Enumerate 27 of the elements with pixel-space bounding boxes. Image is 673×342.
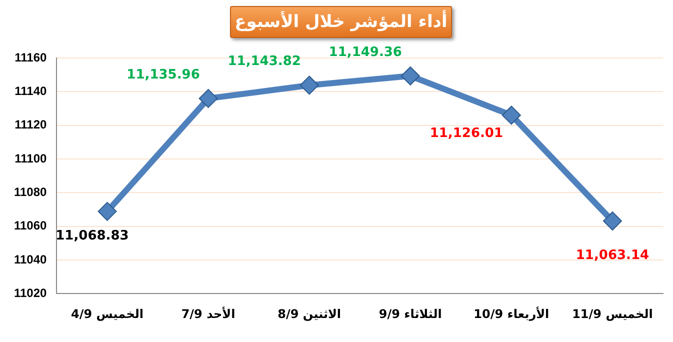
- x-tick-label: الأربعاء 10/9: [474, 306, 550, 321]
- point: [602, 212, 622, 230]
- data-label: 11,068.83: [56, 228, 129, 244]
- chart-title: أداء المؤشر خلال الأسبوع: [230, 6, 452, 38]
- point: [98, 202, 117, 221]
- y-tick-label: 11040: [14, 252, 48, 266]
- data-label: 11,135.96: [126, 67, 200, 82]
- x-tick-label: الاثنين 8/9: [278, 306, 342, 321]
- point: [198, 88, 218, 108]
- point: [502, 106, 521, 125]
- data-label: 11,149.36: [328, 44, 402, 60]
- point: [300, 76, 319, 95]
- data-label: 11,126.01: [430, 126, 504, 142]
- y-tick-label: 11120: [14, 118, 48, 132]
- x-tick-label: الخميس 4/9: [71, 306, 144, 321]
- x-tick-label: الثلاثاء 9/9: [378, 306, 442, 321]
- x-tick-label: الأحد 7/9: [181, 306, 236, 321]
- y-tick-label: 11100: [14, 151, 48, 166]
- y-tick-label: 11060: [14, 218, 48, 233]
- y-tick-label: 11080: [14, 184, 48, 199]
- data-label: 11,063.14: [576, 248, 650, 263]
- y-tick-label: 11020: [14, 286, 48, 300]
- y-tick-label: 11160: [14, 50, 48, 64]
- data-label: 11,143.82: [228, 54, 301, 70]
- x-tick-label: الخميس 11/9: [572, 306, 653, 321]
- point: [400, 66, 420, 86]
- y-tick-label: 11140: [14, 84, 48, 98]
